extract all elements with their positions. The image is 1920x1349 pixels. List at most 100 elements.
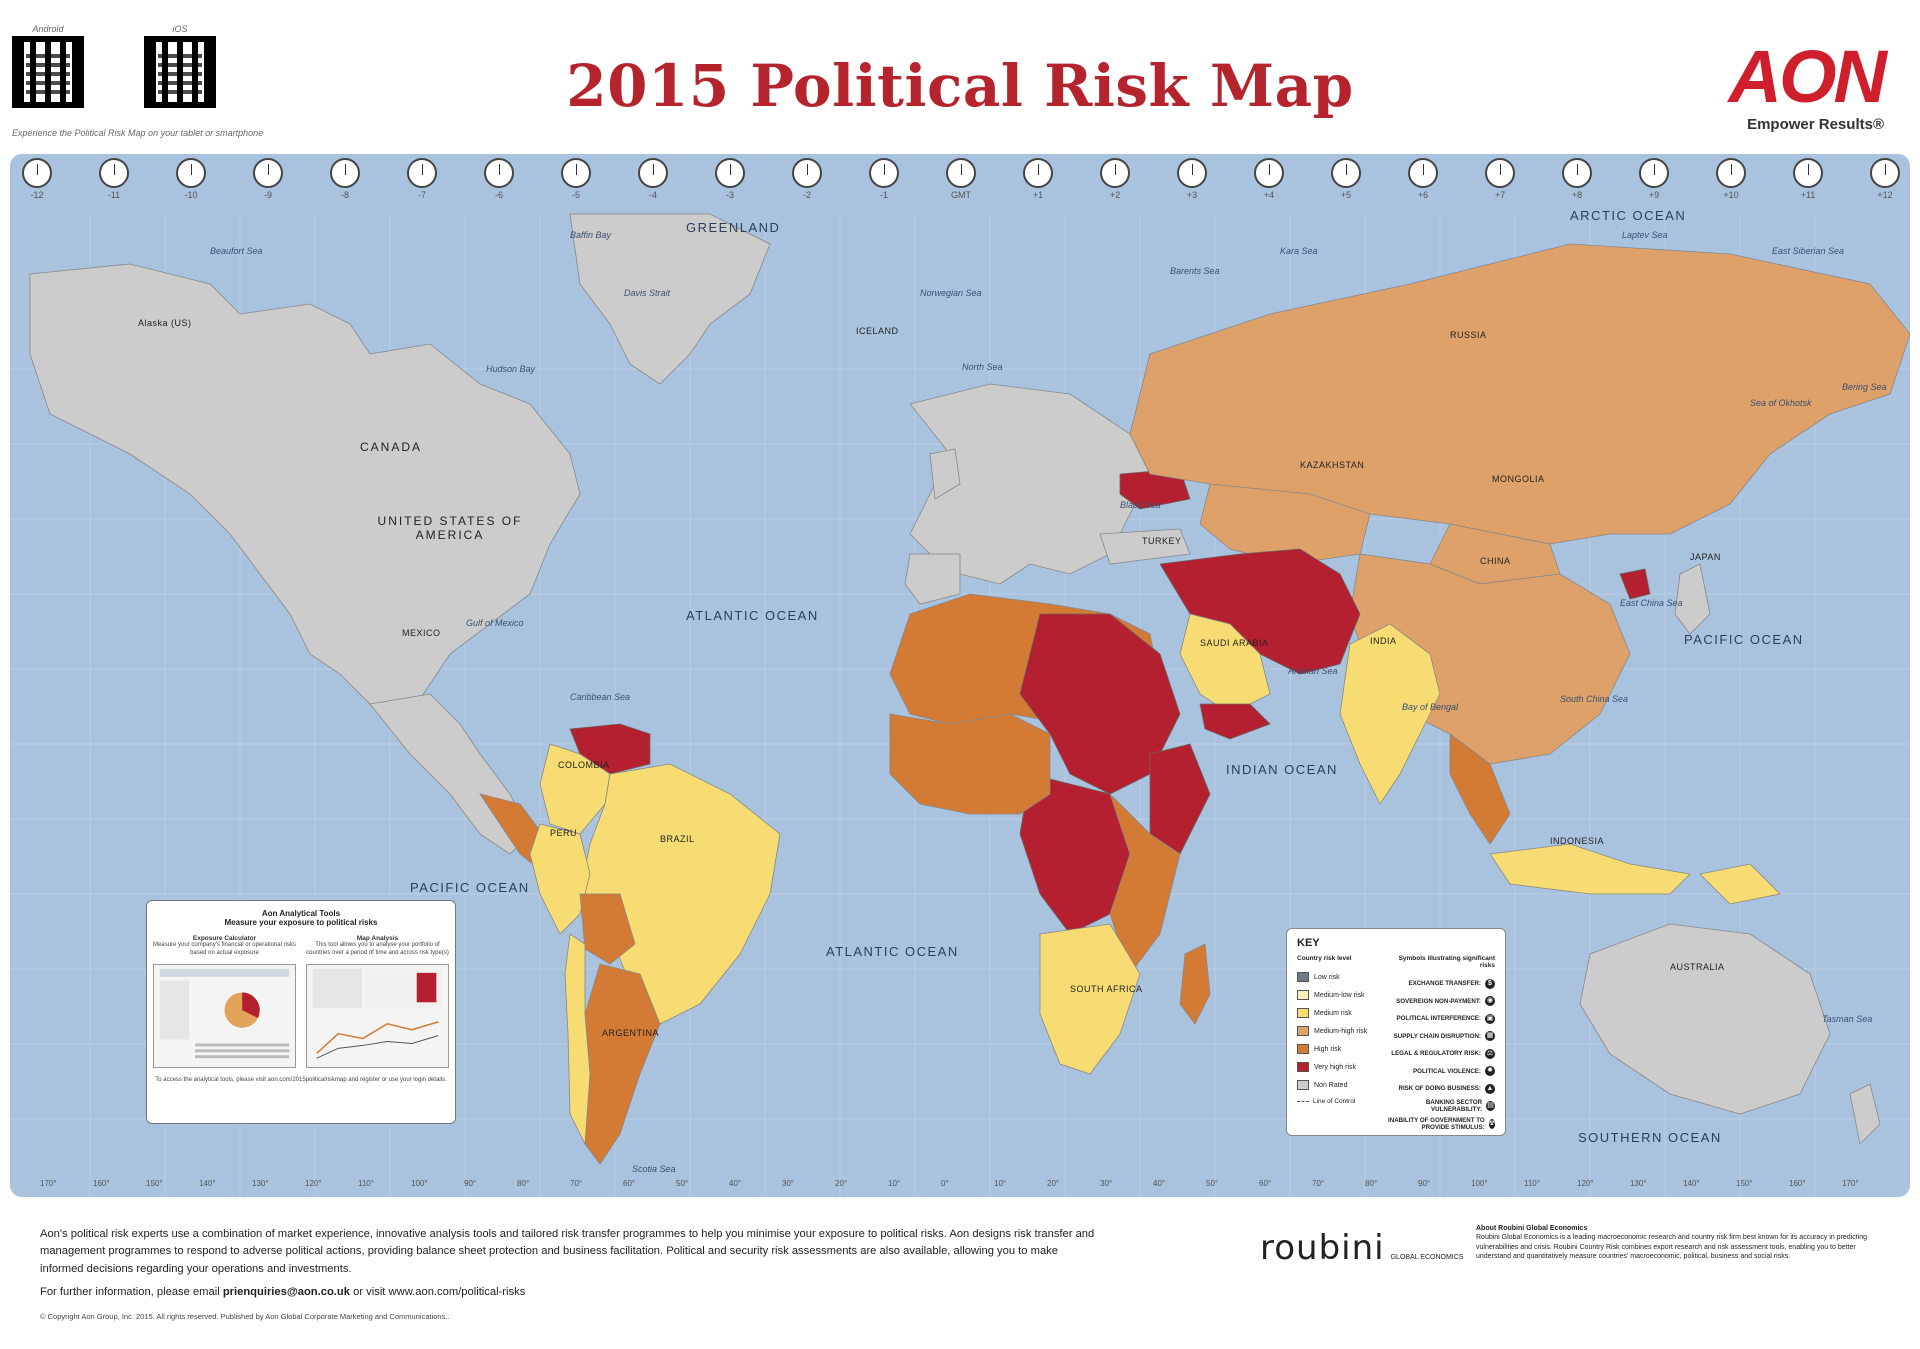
peru[interactable]: [529, 823, 591, 935]
north-korea[interactable]: [1619, 568, 1651, 600]
key-level-label: Medium risk: [1314, 1009, 1352, 1017]
iberia[interactable]: [904, 553, 961, 605]
clock-icon: [253, 158, 283, 188]
new-zealand[interactable]: [1849, 1083, 1881, 1145]
timezone-21: +9: [1637, 158, 1671, 200]
contact-prefix: For further information, please email: [40, 1286, 220, 1298]
clock-icon: [1485, 158, 1515, 188]
exposure-calculator-text: Measure your company's financial or oper…: [153, 942, 296, 956]
brazil[interactable]: [579, 763, 781, 1025]
clock-icon: [946, 158, 976, 188]
papua-new-guinea[interactable]: [1699, 863, 1781, 905]
timezone-label: +10: [1723, 190, 1739, 200]
clock-icon: [1331, 158, 1361, 188]
timezone-16: +4: [1252, 158, 1286, 200]
key-symbol-item: INABILITY OF GOVERNMENT TO PROVIDE STIMU…: [1385, 1115, 1495, 1133]
longitude-label: 50°: [676, 1179, 689, 1188]
contact-url-link[interactable]: www.aon.com/political-risks: [388, 1286, 526, 1298]
label-china: CHINA: [1480, 556, 1511, 566]
west-africa[interactable]: [889, 713, 1051, 815]
key-symbol-item: LEGAL & REGULATORY RISK: ⚖: [1385, 1045, 1495, 1063]
colombia[interactable]: [539, 743, 611, 835]
key-symbol-label: POLITICAL INTERFERENCE:: [1396, 1015, 1481, 1023]
north-america[interactable]: [29, 263, 581, 715]
risk-swatch: [1297, 1080, 1309, 1090]
map-analysis-screenshot: [306, 963, 449, 1068]
indonesia[interactable]: [1489, 843, 1691, 895]
europe[interactable]: [909, 383, 1151, 585]
risk-swatch: [1297, 1026, 1309, 1036]
yemen-oman[interactable]: [1199, 703, 1271, 740]
qr-android[interactable]: Android: [12, 24, 84, 108]
east-africa[interactable]: [1109, 793, 1181, 975]
map-canvas: [10, 154, 1910, 1197]
about-roubini-heading: About Roubini Global Economics: [1476, 1225, 1588, 1232]
greenland[interactable]: [569, 213, 771, 385]
australia[interactable]: [1579, 923, 1831, 1115]
longitude-label: 110°: [1524, 1179, 1540, 1188]
roubini-wordmark: roubini: [1260, 1228, 1385, 1268]
exchange-transfer-icon: $: [1485, 978, 1495, 989]
longitude-label: 40°: [1153, 1179, 1166, 1188]
key-level-label: Low risk: [1314, 973, 1340, 981]
label-japan: JAPAN: [1690, 552, 1721, 562]
key-symbol-item: POLITICAL VIOLENCE: ✹: [1385, 1063, 1495, 1081]
sovereign-nonpayment-icon: ◉: [1485, 996, 1495, 1007]
libya-sudan[interactable]: [1019, 613, 1181, 795]
qr-ios[interactable]: iOS: [144, 24, 216, 108]
longitude-label: 30°: [1100, 1179, 1113, 1188]
india[interactable]: [1339, 623, 1441, 805]
southeast-asia[interactable]: [1449, 733, 1511, 845]
qr-caption: Experience the Political Risk Map on you…: [12, 128, 264, 138]
southern-africa[interactable]: [1039, 923, 1141, 1075]
chile[interactable]: [564, 933, 591, 1146]
madagascar[interactable]: [1179, 943, 1211, 1025]
longitude-label: 90°: [1418, 1179, 1431, 1188]
page-title: 2015 Political Risk Map: [566, 52, 1354, 120]
analytical-tools-panel[interactable]: Aon Analytical Tools Measure your exposu…: [146, 900, 456, 1124]
label-canada: CANADA: [360, 440, 423, 454]
uk[interactable]: [929, 448, 961, 500]
label-pacific-east: PACIFIC OCEAN: [1684, 632, 1804, 647]
horn-of-africa[interactable]: [1149, 743, 1211, 855]
timezone-label: +1: [1032, 190, 1044, 200]
contact-mid: or visit: [353, 1286, 386, 1298]
world-map[interactable]: -12 -11 -10 -9 -8 -7 -6 -5 -4 -3 -2 -1 GMT +1 +2 +3 +4 +5…: [10, 154, 1910, 1197]
longitude-label: 10°: [994, 1179, 1007, 1188]
about-roubini: About Roubini Global Economics Roubini G…: [1476, 1224, 1876, 1262]
timezone-label: +8: [1571, 190, 1583, 200]
longitude-label: 150°: [146, 1179, 163, 1188]
timezone-1: -11: [97, 158, 131, 200]
longitude-label: 170°: [1842, 1179, 1859, 1188]
label-gulf-mexico: Gulf of Mexico: [466, 618, 524, 628]
turkey[interactable]: [1099, 528, 1191, 565]
map-analysis[interactable]: Map Analysis This tool allows you to ana…: [306, 935, 449, 1068]
supply-chain-icon: ▦: [1485, 1031, 1495, 1042]
bolivia[interactable]: [579, 893, 636, 965]
contact-email-link[interactable]: prienquiries@aon.co.uk: [222, 1286, 350, 1298]
key-symbol-label: LEGAL & REGULATORY RISK:: [1391, 1050, 1481, 1058]
key-line-of-control: Line of Control: [1297, 1094, 1377, 1108]
timezone-5: -7: [405, 158, 439, 200]
kazakhstan[interactable]: [1199, 483, 1371, 565]
longitude-label: 100°: [1471, 1179, 1488, 1188]
timezone-label: -11: [107, 190, 121, 200]
exposure-calculator[interactable]: Exposure Calculator Measure your company…: [153, 935, 296, 1068]
clock-icon: [792, 158, 822, 188]
footer-paragraph: Aon's political risk experts use a combi…: [40, 1228, 1095, 1275]
key-title: KEY: [1297, 937, 1320, 949]
risk-swatch: [1297, 1008, 1309, 1018]
label-laptev: Laptev Sea: [1622, 230, 1668, 240]
longitude-label: 10°: [888, 1179, 901, 1188]
japan[interactable]: [1674, 563, 1711, 635]
timezone-19: +7: [1483, 158, 1517, 200]
label-kazakhstan: KAZAKHSTAN: [1300, 460, 1365, 470]
longitude-label: 20°: [1047, 1179, 1060, 1188]
label-colombia: COLOMBIA: [558, 760, 610, 770]
doing-business-icon: ▲: [1485, 1083, 1495, 1094]
label-south-china: South China Sea: [1560, 694, 1629, 704]
key-symbol-label: POLITICAL VIOLENCE:: [1413, 1067, 1481, 1075]
key-level-item: Very high risk: [1297, 1058, 1377, 1076]
timezone-17: +5: [1329, 158, 1363, 200]
qr-code-icon: [12, 36, 84, 108]
